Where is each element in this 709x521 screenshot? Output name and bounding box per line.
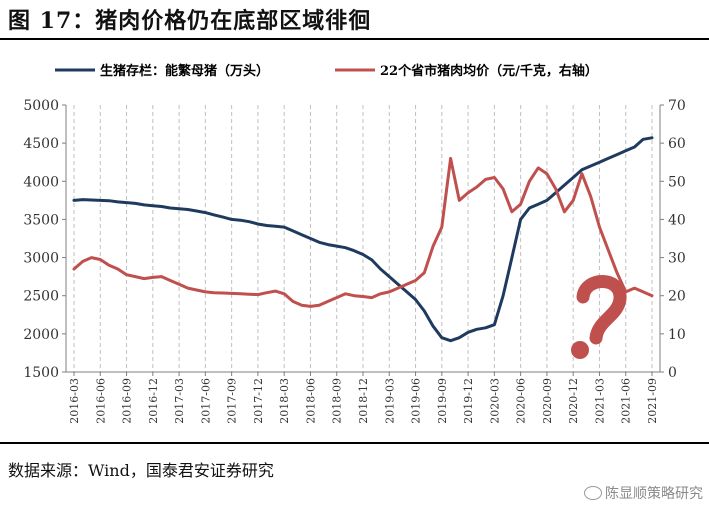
title-rule	[0, 38, 709, 40]
right-y-tick-label: 30	[668, 251, 686, 267]
left-y-tick-label: 5000	[23, 98, 59, 114]
left-y-tick-label: 2500	[23, 289, 59, 305]
x-tick-label: 2020-09	[541, 378, 554, 424]
wechat-icon	[584, 486, 602, 500]
x-tick-label: 2020-12	[567, 378, 580, 424]
x-tick-label: 2018-03	[278, 378, 291, 424]
chart-axes: 2016-03 2016-06 2016-09 2016-12 2017-03 2017-…	[23, 98, 685, 424]
chart-series	[72, 136, 654, 343]
x-tick-label: 2019-12	[462, 378, 475, 424]
x-tick-label: 2020-06	[515, 378, 528, 424]
right-y-tick-label: 0	[668, 365, 677, 381]
x-tick-label: 2018-09	[331, 378, 344, 424]
question-mark-hook	[576, 275, 627, 345]
x-tick-label: 2019-06	[410, 378, 423, 424]
legend-label-herd: 生猪存栏：能繁母猪（万头）	[100, 63, 269, 79]
source-rule	[0, 442, 709, 444]
x-tick-label: 2017-12	[252, 378, 265, 424]
watermark-text: 陈显顺策略研究	[605, 486, 703, 502]
x-tick-label: 2019-09	[436, 378, 449, 424]
left-y-tick-label: 1500	[23, 365, 59, 381]
dual-axis-line-chart: 生猪存栏：能繁母猪（万头） 22个省市猪肉均价（元/千克，右轴） 2016-03…	[23, 63, 685, 424]
chart-legend: 生猪存栏：能繁母猪（万头） 22个省市猪肉均价（元/千克，右轴）	[55, 63, 598, 79]
chart-grid	[73, 105, 653, 372]
x-tick-label: 2017-03	[173, 378, 186, 424]
question-mark-icon	[571, 275, 627, 359]
x-tick-label: 2016-09	[121, 378, 134, 424]
source-note: 数据来源：Wind，国泰君安证券研究	[8, 461, 274, 480]
left-y-tick-label: 3000	[23, 251, 59, 267]
x-tick-label: 2021-03	[593, 378, 606, 424]
x-tick-label: 2018-12	[357, 378, 370, 424]
figure-title: 图 17：猪肉价格仍在底部区域徘徊	[8, 8, 372, 34]
right-y-tick-label: 60	[668, 136, 686, 152]
x-tick-label: 2020-03	[488, 378, 501, 424]
left-y-tick-label: 3500	[23, 212, 59, 228]
x-tick-label: 2021-06	[620, 378, 633, 424]
x-tick-label: 2018-06	[304, 378, 317, 424]
series-line-price	[72, 156, 654, 308]
x-tick-label: 2017-09	[226, 378, 239, 424]
right-y-tick-label: 10	[668, 327, 686, 343]
right-y-tick-label: 50	[668, 174, 686, 190]
right-y-tick-label: 40	[668, 212, 686, 228]
x-tick-label: 2016-06	[94, 378, 107, 424]
x-tick-label: 2019-03	[383, 378, 396, 424]
left-y-tick-label: 2000	[23, 327, 59, 343]
x-tick-label: 2016-12	[147, 378, 160, 424]
question-mark-dot	[571, 341, 589, 359]
right-y-tick-label: 70	[668, 98, 686, 114]
left-y-tick-label: 4500	[23, 136, 59, 152]
x-tick-label: 2016-03	[68, 378, 81, 424]
legend-label-price: 22个省市猪肉均价（元/千克，右轴）	[380, 63, 598, 79]
x-tick-label: 2017-06	[199, 378, 212, 424]
x-tick-label: 2021-09	[646, 378, 659, 424]
watermark: 陈显顺策略研究	[584, 483, 703, 503]
right-y-tick-label: 20	[668, 289, 686, 305]
left-y-tick-label: 4000	[23, 174, 59, 190]
